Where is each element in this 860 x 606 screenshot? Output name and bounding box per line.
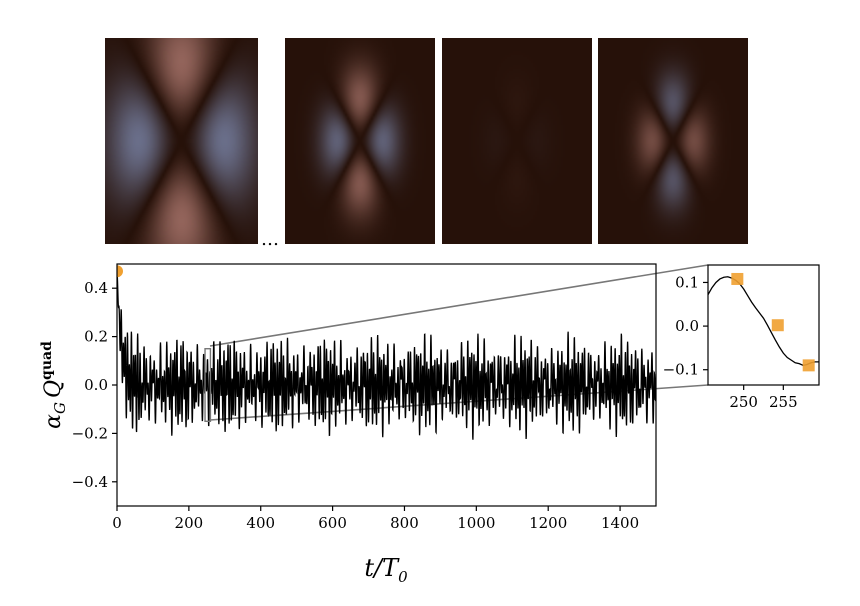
main-series-line: [117, 271, 656, 440]
inset-x-ticks: 250 255: [729, 385, 798, 411]
main-y-tick-label-4: −0.4: [72, 473, 108, 491]
inset-plot: 250 255 0.1 0.0 −0.1: [663, 264, 820, 411]
main-x-tick-label-1: 200: [175, 514, 204, 532]
snapshot-panel-3: [442, 38, 592, 244]
zoom-box: [204, 348, 212, 423]
main-x-tick-label-5: 1000: [457, 514, 495, 532]
snapshot-panels: …: [105, 38, 748, 250]
main-y-tick-label-0: 0.4: [84, 279, 108, 297]
main-y-tick-label-2: 0.0: [84, 376, 108, 394]
inset-x-tick-label-0: 250: [729, 393, 758, 411]
main-plot: 0 200 400 600 800 1000 1200 1400 0.4 0.2 0.0 −0.2 −…: [39, 263, 657, 586]
main-x-ticks: 0 200 400 600 800 1000 1200 1400: [112, 506, 639, 532]
snapshot-ellipsis: …: [261, 229, 279, 250]
main-x-axis-label: t/T0: [364, 554, 408, 586]
main-x-tick-label-2: 400: [246, 514, 275, 532]
main-x-tick-label-4: 800: [390, 514, 419, 532]
inset-y-tick-label-2: −0.1: [663, 361, 699, 379]
inset-marker-0: [731, 272, 744, 285]
inset-x-tick-label-1: 255: [769, 393, 798, 411]
snapshot-panel-2: [285, 38, 435, 244]
zoom-connector-top: [209, 264, 709, 347]
inset-y-tick-label-1: 0.0: [675, 317, 699, 335]
main-x-tick-label-7: 1400: [601, 514, 639, 532]
main-x-tick-label-3: 600: [318, 514, 347, 532]
inset-y-tick-label-0: 0.1: [675, 273, 699, 291]
inset-marker-2: [802, 359, 815, 372]
inset-series-line: [707, 276, 819, 367]
inset-markers: [731, 272, 815, 372]
main-y-axis-label: αGQquad: [39, 341, 69, 429]
snapshot-panel-4: [598, 38, 748, 244]
snapshot-panel-1: [105, 38, 258, 244]
main-y-tick-label-3: −0.2: [72, 424, 108, 442]
main-y-ticks: 0.4 0.2 0.0 −0.2 −0.4: [72, 279, 117, 491]
main-y-tick-label-1: 0.2: [84, 328, 108, 346]
main-x-tick-label-6: 1200: [529, 514, 567, 532]
inset-axes-frame: [707, 264, 820, 386]
initial-highlight-point: [117, 265, 123, 278]
inset-marker-1: [771, 319, 784, 332]
main-x-tick-label-0: 0: [112, 514, 122, 532]
inset-y-ticks: 0.1 0.0 −0.1: [663, 273, 708, 379]
